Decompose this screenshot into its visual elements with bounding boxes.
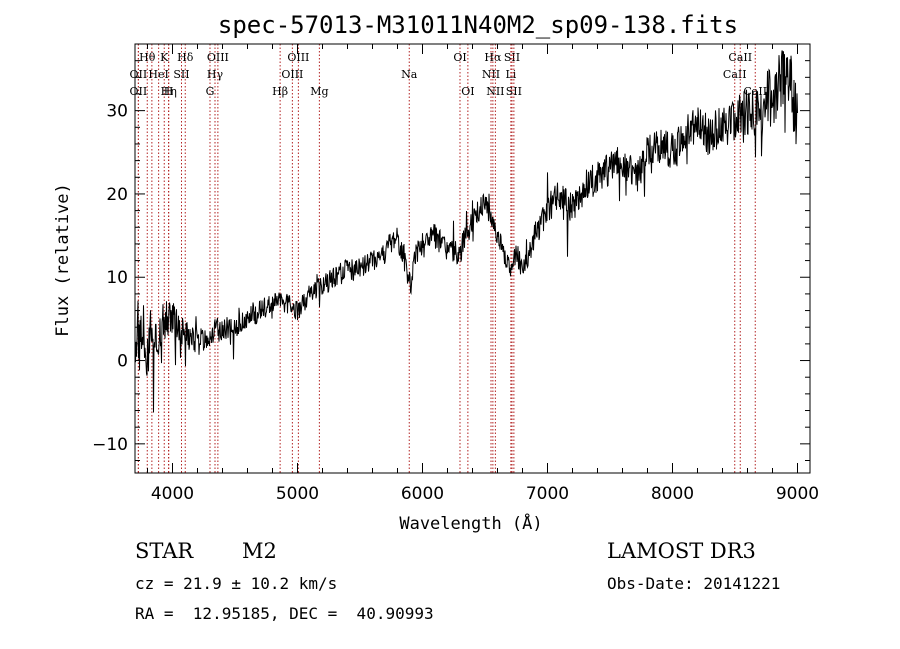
line-label-13: Hβ [272,85,288,98]
line-label-0: Hθ [139,51,156,64]
line-label-23: Li [505,68,516,81]
line-label-9: Hδ [177,51,194,64]
spectrum-line [134,50,798,413]
line-label-8: SII [173,68,189,81]
line-label-21: Hα [484,51,502,64]
y-tick-label-30: 30 [106,102,128,122]
axes-layer: 4000 5000 6000 7000 8000 9000 −10 0 10 20 30 [92,43,819,504]
line-label-16: Mg [310,85,328,98]
line-label-11: Hγ [207,68,224,81]
line-label-14: OIII [281,68,303,81]
line-label-10: G [206,85,215,98]
line-label-26: CaII [723,68,747,81]
line-label-24: SII [504,51,520,64]
line-label-6: Hη [161,85,177,98]
line-label-25: SII [506,85,522,98]
obs-date: Obs-Date: 20141221 [607,574,781,593]
y-tick-label-0: 0 [117,352,128,372]
spectrum-layer [134,50,798,413]
line-label-19: OI [461,85,474,98]
coordinates: RA = 12.95185, DEC = 40.90993 [135,604,434,623]
redshift-cz: cz = 21.9 ± 10.2 km/s [135,574,338,593]
y-tick-label-10: 10 [106,268,128,288]
line-label-2: OII [130,85,148,98]
y-tick-label--10: −10 [92,435,128,455]
line-label-27: CaII [728,51,752,64]
line-label-4: HeI [148,68,168,81]
line-label-5: K [160,51,169,64]
line-label-17: Na [401,68,418,81]
plot-frame [134,43,811,474]
x-tick-label-6000: 6000 [401,484,444,504]
line-label-20: NII [482,68,500,81]
survey-name: LAMOST DR3 [607,539,756,563]
object-type: STAR [135,539,194,563]
object-subclass: M2 [242,539,277,563]
line-label-15: OIII [287,51,309,64]
line-label-7: H [164,85,174,98]
line-label-18: OI [453,51,466,64]
y-tick-label-20: 20 [106,185,128,205]
x-tick-label-8000: 8000 [651,484,694,504]
line-label-12: OIII [207,51,229,64]
chart-title: spec-57013-M31011N40M2_sp09-138.fits [218,11,738,39]
x-tick-label-9000: 9000 [776,484,819,504]
y-axis-label: Flux (relative) [53,183,73,337]
x-tick-label-5000: 5000 [276,484,319,504]
line-label-1: OII [130,68,148,81]
x-tick-label-4000: 4000 [151,484,194,504]
x-axis-label: Wavelength (Å) [399,512,542,534]
x-tick-label-7000: 7000 [526,484,569,504]
line-label-22: NII [486,85,504,98]
